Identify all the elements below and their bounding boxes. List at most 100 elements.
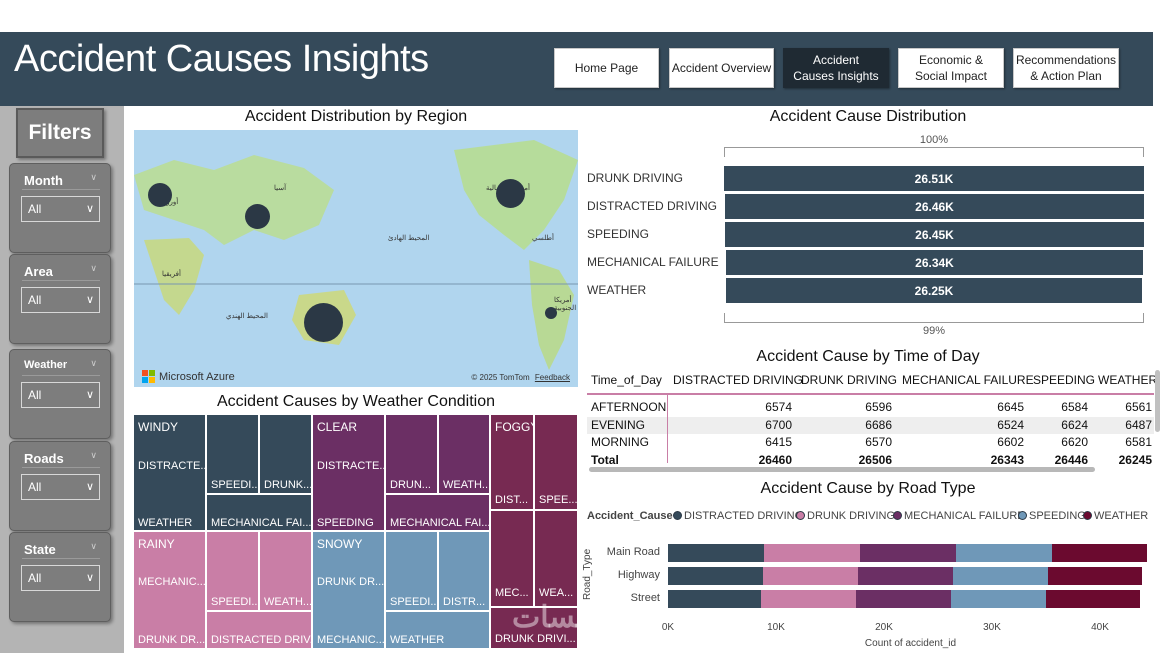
tm-snowy-weather[interactable]: WEATHER xyxy=(385,611,490,649)
divider xyxy=(22,189,100,190)
dropdown-value: All xyxy=(28,388,42,402)
table-cell: 6624 xyxy=(1061,417,1088,432)
table-total-cell: 26460 xyxy=(758,452,792,467)
nav-accident-causes-insights[interactable]: Accident Causes Insights xyxy=(783,48,889,88)
tm-windy-speeding[interactable]: SPEEDI... xyxy=(206,414,259,494)
tm-cell-label: MECHANIC... xyxy=(317,634,385,646)
legend-item[interactable]: WEATHER xyxy=(1083,510,1148,522)
tm-snowy-speeding[interactable]: SPEEDI... xyxy=(385,531,438,611)
map-title: Accident Distribution by Region xyxy=(244,108,468,125)
stacked-bar-segment[interactable] xyxy=(668,567,763,585)
feedback-link[interactable]: Feedback xyxy=(534,373,570,382)
table-cell: 6620 xyxy=(1061,435,1088,449)
tm-clear-distracted[interactable]: CLEAR DISTRACTE... SPEEDING xyxy=(312,414,385,531)
land-africa xyxy=(144,238,204,315)
bubble-australia[interactable] xyxy=(304,303,343,342)
bubble-europe[interactable] xyxy=(148,183,172,207)
legend-label: SPEEDING xyxy=(1029,510,1086,522)
chevron-down-icon[interactable]: ∨ xyxy=(90,450,97,460)
tm-windy-drunk[interactable]: DRUNK... xyxy=(259,414,312,494)
stacked-bar-segment[interactable] xyxy=(1046,590,1140,608)
tm-cell-label: SPEEDI... xyxy=(211,596,259,608)
stacked-bar-segment[interactable] xyxy=(668,544,764,562)
stacked-bar-segment[interactable] xyxy=(951,590,1046,608)
chevron-down-icon[interactable]: ∨ xyxy=(90,541,97,551)
stacked-bar-segment[interactable] xyxy=(764,544,860,562)
area-dropdown[interactable]: All ∨ xyxy=(21,287,100,313)
chevron-down-icon[interactable]: ∨ xyxy=(90,358,97,368)
chevron-down-icon[interactable]: ∨ xyxy=(90,263,97,273)
table-column-header[interactable]: SPEEDING xyxy=(1033,373,1096,387)
chevron-down-icon[interactable]: ∨ xyxy=(90,172,97,182)
divider xyxy=(22,375,100,376)
tm-snowy-drunk[interactable]: SNOWY DRUNK DR... MECHANIC... xyxy=(312,531,385,649)
stacked-bar-segment[interactable] xyxy=(1048,567,1142,585)
table-cell: 6415 xyxy=(765,435,792,449)
nav-economic-social-impact[interactable]: Economic & Social Impact xyxy=(898,48,1004,88)
nav-accident-overview[interactable]: Accident Overview xyxy=(669,48,774,88)
legend-item[interactable]: SPEEDING xyxy=(1018,510,1086,522)
map-attribution: Microsoft Azure xyxy=(142,370,235,383)
tm-windy-distracted[interactable]: WINDY DISTRACTE... WEATHER xyxy=(133,414,206,531)
tm-rainy-mechanical[interactable]: RAINY MECHANIC... DRUNK DR... xyxy=(133,531,206,649)
tm-group-label: CLEAR xyxy=(317,420,358,434)
x-tick-label: 0K xyxy=(661,622,675,633)
tm-rainy-weather[interactable]: WEATH... xyxy=(259,531,312,611)
stacked-bar-segment[interactable] xyxy=(856,590,951,608)
tm-foggy-distracted[interactable]: FOGGY DIST... xyxy=(490,414,534,510)
region-map[interactable]: أوروبا آسيا أمريكا الشمالية المحيط الهاد… xyxy=(134,130,578,387)
table-column-header[interactable]: Time_of_Day xyxy=(591,373,662,387)
bubble-north-america[interactable] xyxy=(496,179,525,208)
tm-foggy-speeding[interactable]: SPEE... xyxy=(534,414,578,510)
cause-bar[interactable]: 26.45K xyxy=(725,222,1144,247)
stacked-bar-segment[interactable] xyxy=(956,544,1052,562)
tm-foggy-weather[interactable]: WEA... xyxy=(534,510,578,607)
legend-label: DISTRACTED DRIVING xyxy=(684,510,804,522)
stacked-bar-segment[interactable] xyxy=(858,567,953,585)
roads-dropdown[interactable]: All ∨ xyxy=(21,474,100,500)
table-horizontal-scrollbar[interactable] xyxy=(589,467,1095,472)
filters-sidebar: Filters Month ∨ All ∨ Area ∨ All ∨ Weather… xyxy=(0,106,124,653)
bubble-asia[interactable] xyxy=(245,204,270,229)
tm-clear-weather[interactable]: WEATH... xyxy=(438,414,490,494)
cause-bar[interactable]: 26.46K xyxy=(725,194,1144,219)
legend-item[interactable]: DRUNK DRIVING xyxy=(796,510,895,522)
tm-snowy-distracted[interactable]: DISTR... xyxy=(438,531,490,611)
table-vertical-scrollbar[interactable] xyxy=(1155,370,1160,432)
stacked-bar-segment[interactable] xyxy=(761,590,856,608)
tm-foggy-mechanical[interactable]: MEC... xyxy=(490,510,534,607)
chevron-down-icon: ∨ xyxy=(85,294,94,306)
cause-bar[interactable]: 26.34K xyxy=(726,250,1143,275)
tm-clear-drunk[interactable]: DRUN... xyxy=(385,414,438,494)
tm-foggy-drunk[interactable]: DRUNK DRIVI... xyxy=(490,607,578,649)
map-label: المحيط الهندي xyxy=(226,313,268,320)
bubble-south-america[interactable] xyxy=(545,307,557,319)
tm-rainy-distracted[interactable]: DISTRACTED DRIV... xyxy=(206,611,312,649)
table-column-header[interactable]: WEATHER xyxy=(1098,373,1158,387)
stacked-bar-segment[interactable] xyxy=(1052,544,1147,562)
stacked-bar-segment[interactable] xyxy=(763,567,858,585)
stacked-bar-segment[interactable] xyxy=(953,567,1048,585)
tm-windy-mechanical[interactable]: MECHANICAL FAI... xyxy=(206,494,312,531)
weather-dropdown[interactable]: All ∨ xyxy=(21,382,100,408)
state-dropdown[interactable]: All ∨ xyxy=(21,565,100,591)
table-cell: 6596 xyxy=(865,400,892,414)
table-column-header[interactable]: DRUNK DRIVING xyxy=(801,373,898,387)
stacked-bar-segment[interactable] xyxy=(668,590,761,608)
cause-bar[interactable]: 26.51K xyxy=(724,166,1144,191)
tm-rainy-speeding[interactable]: SPEEDI... xyxy=(206,531,259,611)
legend-item[interactable]: MECHANICAL FAILURE xyxy=(893,510,1025,522)
nav-recommendations-action-plan[interactable]: Recommendations & Action Plan xyxy=(1013,48,1119,88)
chevron-down-icon: ∨ xyxy=(85,481,94,493)
stacked-bar-segment[interactable] xyxy=(860,544,956,562)
table-column-header[interactable]: DISTRACTED DRIVING xyxy=(673,373,804,387)
cause-bar-label: WEATHER xyxy=(587,283,647,297)
table-column-header[interactable]: MECHANICAL FAILURE xyxy=(902,373,1034,387)
nav-home-page[interactable]: Home Page xyxy=(554,48,659,88)
cause-bar[interactable]: 26.25K xyxy=(726,278,1142,303)
month-dropdown[interactable]: All ∨ xyxy=(21,196,100,222)
tm-cell-label: DRUNK... xyxy=(264,479,312,491)
map-label: المحيط الهادئ xyxy=(388,235,430,242)
tm-clear-mechanical[interactable]: MECHANICAL FAI... xyxy=(385,494,490,531)
legend-item[interactable]: DISTRACTED DRIVING xyxy=(673,510,803,522)
